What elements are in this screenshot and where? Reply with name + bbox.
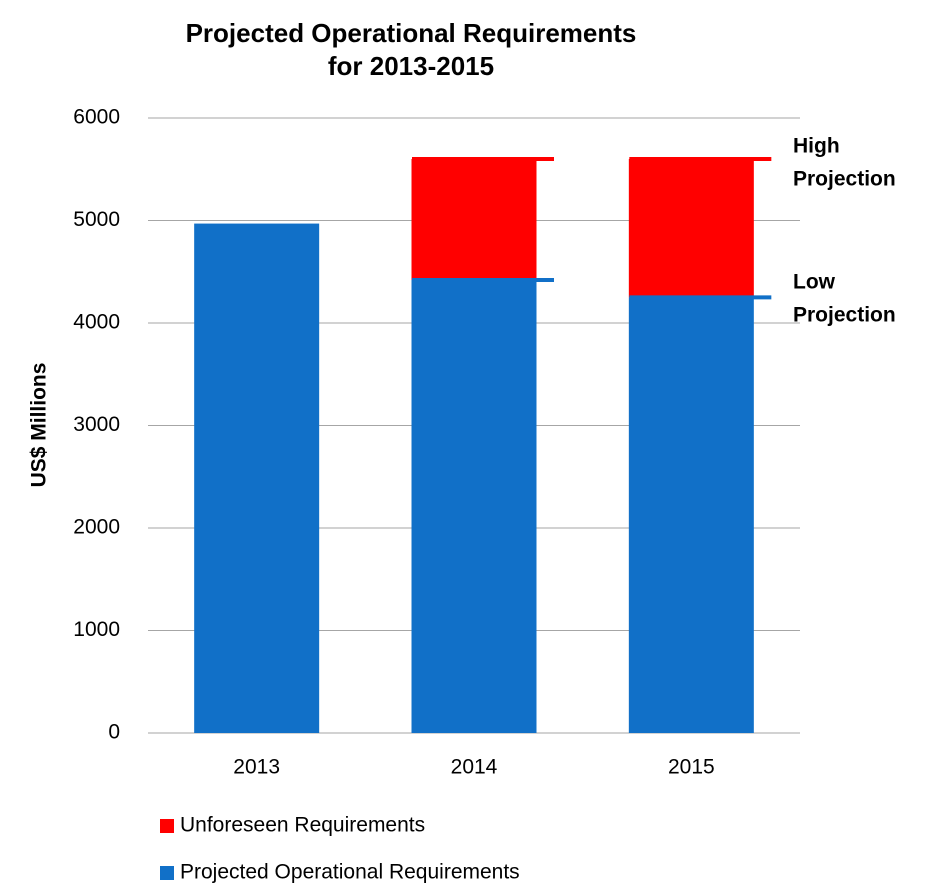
bar-segment [194, 223, 320, 733]
y-tick-label: 1000 [73, 618, 120, 641]
legend-swatch [160, 866, 174, 880]
legend-swatch [160, 819, 174, 833]
y-tick-label: 2000 [73, 516, 120, 539]
annotation: Low [793, 271, 836, 294]
y-tick-label: 0 [108, 721, 120, 744]
bar-segment [628, 297, 754, 733]
x-tick-label: 2013 [233, 756, 280, 779]
y-tick-label: 5000 [73, 208, 120, 231]
bar-segment [411, 279, 537, 733]
annotation: High [793, 135, 840, 158]
annotation: Projection [793, 168, 896, 191]
legend-label: Projected Operational Requirements [180, 861, 520, 884]
chart-title: for 2013-2015 [328, 51, 494, 81]
annotation: Projection [793, 304, 896, 327]
chart-title: Projected Operational Requirements [186, 18, 637, 48]
y-axis-label: US$ Millions [28, 363, 51, 488]
y-tick-label: 4000 [73, 311, 120, 334]
legend-label: Unforeseen Requirements [180, 814, 425, 837]
bar-segment [628, 159, 754, 298]
bar-segment [411, 159, 537, 280]
x-tick-label: 2014 [451, 756, 498, 779]
y-tick-label: 6000 [73, 106, 120, 129]
y-tick-label: 3000 [73, 413, 120, 436]
x-tick-label: 2015 [668, 756, 715, 779]
